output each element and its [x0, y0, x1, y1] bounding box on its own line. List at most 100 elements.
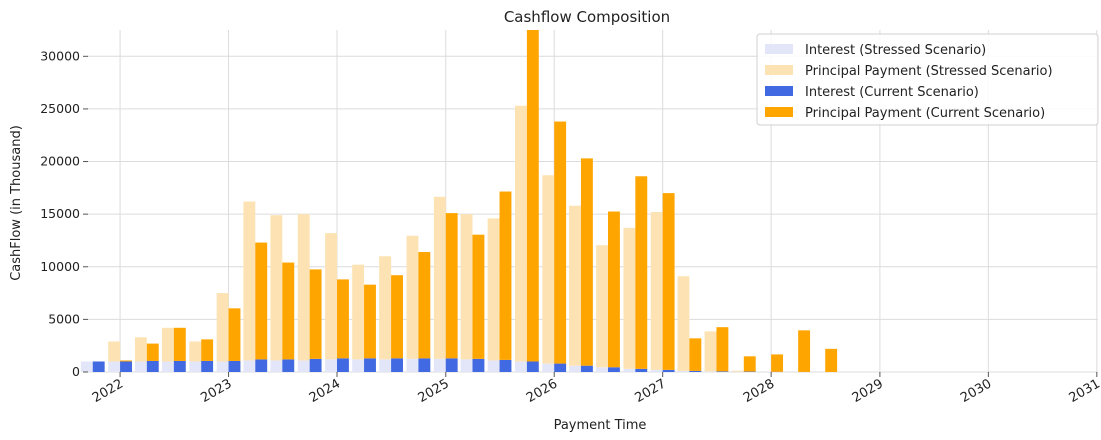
bar-interest-stressed	[596, 367, 608, 372]
x-tick-label: 2022	[90, 376, 126, 406]
bar-principal-stressed	[217, 293, 229, 361]
bar-principal-current	[716, 327, 728, 371]
y-tick-label: 20000	[40, 154, 80, 169]
bar-interest-current	[581, 366, 593, 372]
y-tick-label: 10000	[40, 259, 80, 274]
bar-principal-stressed	[488, 218, 500, 360]
x-tick-label: 2026	[524, 376, 560, 406]
legend-label: Interest (Current Scenario)	[805, 85, 979, 100]
bar-interest-stressed	[189, 361, 201, 372]
bar-principal-current	[689, 338, 701, 371]
bar-interest-current	[174, 361, 186, 372]
bar-principal-current	[147, 344, 159, 361]
bar-interest-current	[608, 367, 620, 372]
bar-interest-current	[310, 359, 322, 372]
bar-principal-current	[337, 279, 349, 358]
bar-principal-stressed	[732, 371, 744, 372]
bar-interest-current	[500, 360, 512, 372]
bar-principal-stressed	[569, 206, 581, 366]
bar-principal-current	[174, 328, 186, 361]
bar-interest-current	[663, 370, 675, 372]
bar-principal-current	[581, 158, 593, 365]
bar-interest-stressed	[678, 371, 690, 372]
bar-principal-current	[229, 308, 241, 361]
bar-interest-current	[282, 359, 294, 372]
bar-principal-current	[663, 193, 675, 370]
bar-principal-stressed	[461, 214, 473, 359]
legend-label: Principal Payment (Stressed Scenario)	[805, 64, 1053, 79]
bar-principal-current	[310, 269, 322, 358]
bar-principal-stressed	[596, 245, 608, 367]
bar-interest-current	[554, 364, 566, 372]
bar-principal-stressed	[705, 331, 717, 371]
bar-interest-stressed	[651, 370, 663, 372]
legend-swatch	[765, 44, 793, 54]
bar-interest-current	[120, 361, 132, 372]
y-tick-label: 30000	[40, 48, 80, 63]
bar-principal-current	[608, 212, 620, 368]
bar-principal-stressed	[108, 341, 120, 361]
bar-principal-current	[255, 243, 267, 360]
x-tick-label: 2027	[633, 376, 669, 406]
bar-interest-stressed	[243, 360, 255, 372]
bar-interest-stressed	[270, 360, 282, 372]
bar-interest-stressed	[135, 361, 147, 372]
bar-interest-current	[689, 371, 701, 372]
bar-principal-stressed	[325, 233, 337, 359]
bar-principal-stressed	[352, 265, 364, 360]
bar-principal-current	[418, 252, 430, 358]
bar-interest-current	[473, 359, 485, 372]
legend-swatch	[765, 107, 793, 117]
y-axis-label: CashFlow (in Thousand)	[9, 125, 24, 281]
bar-principal-current	[473, 235, 485, 359]
bar-interest-stressed	[108, 361, 120, 372]
bar-interest-current	[391, 358, 403, 372]
bar-principal-stressed	[135, 337, 147, 361]
bar-principal-stressed	[243, 202, 255, 361]
bar-interest-stressed	[81, 361, 93, 372]
bar-principal-stressed	[162, 328, 174, 362]
bar-interest-stressed	[705, 371, 717, 372]
y-tick-label: 5000	[48, 311, 80, 326]
bar-principal-current	[527, 30, 539, 361]
bar-interest-stressed	[623, 369, 635, 372]
bar-interest-stressed	[434, 359, 446, 372]
bar-principal-stressed	[270, 215, 282, 360]
bar-principal-current	[282, 263, 294, 360]
bar-interest-current	[201, 361, 213, 372]
bar-interest-current	[229, 361, 241, 372]
y-tick-label: 25000	[40, 101, 80, 116]
bar-interest-current	[255, 359, 267, 372]
bar-principal-current	[825, 349, 837, 372]
bar-principal-current	[771, 354, 783, 371]
bar-principal-current	[201, 339, 213, 361]
legend-label: Principal Payment (Current Scenario)	[805, 106, 1045, 121]
bar-interest-current	[527, 361, 539, 372]
bar-interest-stressed	[407, 359, 419, 372]
bar-principal-stressed	[407, 236, 419, 359]
bars	[81, 30, 837, 372]
chart-title: Cashflow Composition	[504, 8, 670, 26]
bar-principal-stressed	[651, 212, 663, 370]
bar-interest-current	[147, 361, 159, 372]
bar-principal-stressed	[678, 276, 690, 371]
bar-interest-current	[446, 358, 458, 372]
x-tick-label: 2025	[416, 376, 452, 406]
x-axis-label: Payment Time	[554, 418, 647, 433]
bar-interest-stressed	[162, 361, 174, 372]
bar-interest-current	[716, 371, 728, 372]
bar-principal-current	[391, 275, 403, 358]
bar-interest-stressed	[461, 359, 473, 372]
bar-interest-current	[418, 358, 430, 372]
y-tick-label: 15000	[40, 206, 80, 221]
bar-principal-stressed	[515, 106, 527, 362]
bar-principal-current	[120, 360, 132, 361]
bar-interest-stressed	[515, 361, 527, 372]
bar-principal-current	[635, 176, 647, 369]
y-tick-label: 0	[72, 364, 80, 379]
x-tick-label: 2028	[741, 376, 777, 406]
legend-swatch	[765, 86, 793, 96]
bar-interest-stressed	[325, 359, 337, 372]
bar-principal-current	[500, 192, 512, 360]
